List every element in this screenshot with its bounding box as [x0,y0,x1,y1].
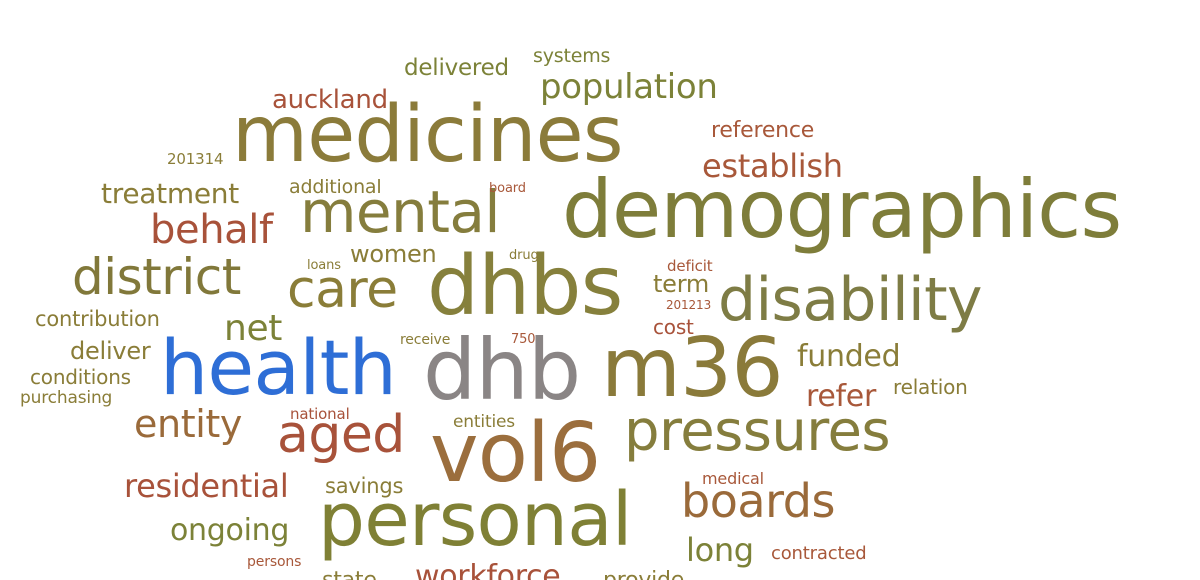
word-savings: savings [325,474,404,498]
word-201314: 201314 [167,150,224,168]
word-workforce: workforce [415,559,561,580]
word-cost: cost [653,315,694,339]
word-m36: m36 [601,321,784,416]
word-net: net [224,308,283,349]
word-dhbs: dhbs [427,239,623,334]
word-boards: boards [681,474,836,528]
word-mental: mental [300,178,500,246]
word-deliver: deliver [70,337,151,365]
word-term: term [653,270,710,298]
word-population: population [540,67,718,107]
word-conditions: conditions [30,365,131,389]
word-relation: relation [893,375,968,399]
word-demographics: demographics [562,163,1122,256]
word-loans: loans [307,258,341,273]
word-persons: persons [247,554,302,570]
word-auckland: auckland [272,85,388,115]
word-dhb: dhb [423,321,581,419]
word-establish: establish [702,147,843,185]
word-residential: residential [124,467,289,505]
word-disability: disability [718,265,983,335]
word-contracted: contracted [771,543,867,564]
word-deficit: deficit [667,257,713,275]
word-pressures: pressures [624,399,891,464]
word-behalf: behalf [150,207,273,253]
word-personal: personal [318,477,632,563]
word-care: care [287,260,398,320]
word-board: board [489,181,526,196]
word-long: long [686,531,754,569]
word-national: national [290,405,350,423]
word-provide: provide [603,570,684,580]
word-treatment: treatment [101,177,239,210]
word-reference: reference [711,118,815,143]
word-contribution: contribution [35,307,160,331]
word-receive: receive [400,332,451,348]
word-201213: 201213 [666,298,712,312]
word-women: women [350,240,437,268]
word-aged: aged [277,405,405,465]
word-delivered: delivered [404,55,509,81]
word-entities: entities [453,412,515,432]
word-ongoing: ongoing [170,513,290,548]
word-district: district [72,248,241,306]
word-systems: systems [533,45,611,67]
word-medicines: medicines [232,90,624,180]
word-entity: entity [134,402,243,446]
word-vol6: vol6 [430,406,601,501]
word-medical: medical [702,469,764,488]
word-health: health [160,323,397,412]
word-750: 750 [511,332,536,347]
word-state: state [322,570,377,580]
word-refer: refer [806,379,876,414]
word-purchasing: purchasing [20,388,113,408]
word-drug: drug [509,248,539,263]
word-funded: funded [797,339,901,374]
word-additional: additional [289,176,382,198]
